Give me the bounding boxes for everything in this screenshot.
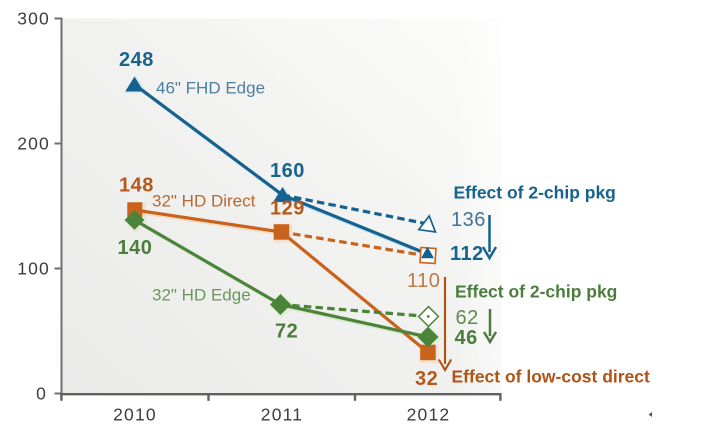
svg-text:148: 148 <box>119 175 154 197</box>
svg-text:2011: 2011 <box>261 405 303 425</box>
svg-text:32" HD Direct: 32" HD Direct <box>152 192 256 211</box>
svg-text:136: 136 <box>451 209 486 231</box>
svg-text:100: 100 <box>17 259 50 279</box>
svg-text:62: 62 <box>456 307 479 329</box>
svg-text:2012: 2012 <box>407 405 451 425</box>
svg-text:2010: 2010 <box>113 405 157 425</box>
svg-text:Effect of low-cost direct: Effect of low-cost direct <box>452 367 651 387</box>
svg-text:300: 300 <box>17 9 50 29</box>
svg-text:200: 200 <box>17 134 50 154</box>
svg-text:0: 0 <box>36 384 47 404</box>
svg-text:Effect of 2-chip pkg: Effect of 2-chip pkg <box>455 282 617 302</box>
svg-text:140: 140 <box>118 237 153 259</box>
svg-text:46" FHD Edge: 46" FHD Edge <box>156 79 265 98</box>
svg-text:248: 248 <box>119 49 154 71</box>
svg-text:129: 129 <box>270 198 305 220</box>
svg-text:72: 72 <box>275 321 298 343</box>
svg-text:32" HD Edge: 32" HD Edge <box>152 286 251 305</box>
svg-text:Effect of 2-chip pkg: Effect of 2-chip pkg <box>454 183 616 203</box>
svg-text:110: 110 <box>407 270 440 292</box>
svg-text:112: 112 <box>450 243 484 265</box>
svg-text:160: 160 <box>270 160 305 182</box>
svg-text:46: 46 <box>455 327 478 349</box>
svg-text:32: 32 <box>415 368 438 390</box>
